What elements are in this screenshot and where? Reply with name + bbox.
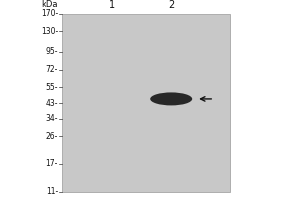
Text: 72-: 72- [46, 65, 58, 74]
Text: 170-: 170- [41, 9, 58, 18]
Text: 55-: 55- [46, 83, 58, 92]
Text: 26-: 26- [46, 132, 58, 141]
Ellipse shape [150, 92, 192, 105]
Text: 17-: 17- [46, 159, 58, 168]
Text: 2: 2 [168, 0, 174, 10]
Text: 1: 1 [109, 0, 116, 10]
Text: 43-: 43- [46, 99, 58, 108]
Bar [62, 14, 230, 192]
Text: 95-: 95- [46, 47, 58, 56]
Text: kDa: kDa [41, 0, 58, 9]
Text: 11-: 11- [46, 187, 58, 196]
Text: 130-: 130- [41, 27, 58, 36]
Text: 34-: 34- [46, 114, 58, 123]
